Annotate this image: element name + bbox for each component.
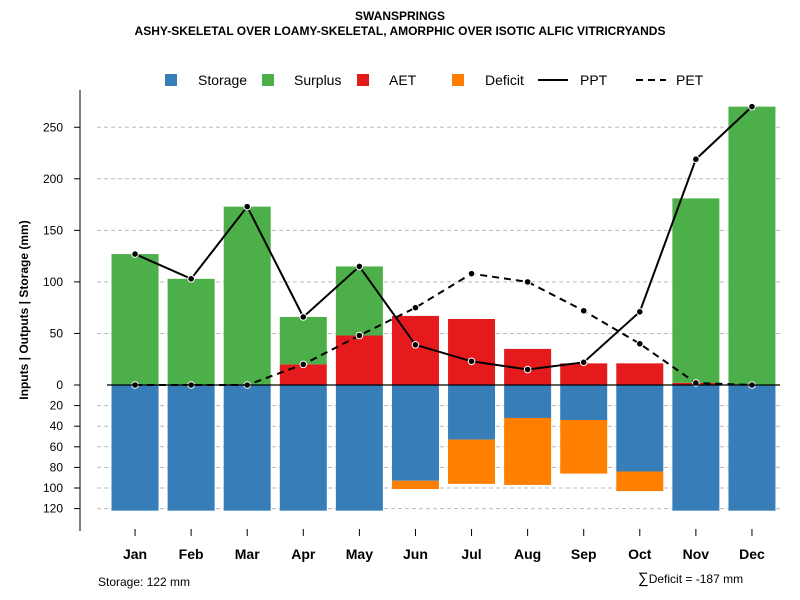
storage-bar: [504, 385, 552, 418]
surplus-bar: [111, 254, 159, 385]
deficit-bar: [616, 471, 664, 492]
ppt-point: [243, 202, 252, 211]
x-tick-label: Sep: [571, 546, 597, 562]
storage-bar: [672, 385, 720, 511]
storage-bar: [335, 385, 383, 511]
storage-bar: [223, 385, 271, 511]
legend: Storage Surplus AET Deficit PPT PET: [165, 72, 704, 88]
pet-point: [635, 339, 644, 348]
pet-point: [467, 269, 476, 278]
y-tick-label: 40: [50, 419, 64, 433]
y-tick-label: 0: [56, 378, 63, 392]
legend-label-deficit: Deficit: [485, 72, 524, 88]
ppt-point: [411, 340, 420, 349]
y-tick-label: 20: [50, 399, 64, 413]
y-tick-label: 200: [43, 172, 63, 186]
legend-label-surplus: Surplus: [294, 72, 341, 88]
y-tick-label: 100: [43, 481, 63, 495]
deficit-note-text: Deficit = -187 mm: [648, 572, 744, 586]
pet-point: [355, 331, 364, 340]
storage-bar: [279, 385, 327, 511]
x-tick-label: Jun: [403, 546, 428, 562]
ppt-point: [131, 250, 139, 258]
legend-swatch-surplus: [262, 74, 274, 86]
ppt-point: [579, 358, 588, 367]
storage-bar: [111, 385, 159, 511]
ppt-line: [134, 105, 753, 371]
bars-layer: [111, 106, 776, 511]
ppt-point: [523, 365, 532, 374]
y-tick-label: 120: [43, 502, 63, 516]
y-tick-label: 250: [43, 120, 63, 134]
pet-point: [579, 306, 588, 315]
ppt-point: [187, 275, 195, 283]
ppt-point: [692, 155, 700, 164]
legend-label-pet: PET: [676, 72, 704, 88]
pet-point: [523, 278, 532, 286]
pet-point: [299, 360, 308, 369]
deficit-bar: [448, 439, 496, 484]
ppt-point: [467, 357, 476, 366]
x-tick-label: Mar: [235, 546, 260, 562]
storage-bar: [616, 385, 664, 472]
legend-label-ppt: PPT: [580, 72, 608, 88]
ppt-point: [355, 262, 364, 271]
aet-bar: [448, 319, 496, 385]
x-tick-label: Jul: [461, 546, 481, 562]
x-tick-label: Aug: [514, 546, 541, 562]
x-tick-label: Nov: [683, 546, 710, 562]
deficit-note: ∑Deficit = -187 mm: [638, 570, 743, 587]
ppt-point: [748, 102, 756, 111]
storage-bar: [167, 385, 215, 511]
storage-bar: [560, 385, 608, 421]
legend-swatch-aet: [357, 74, 369, 86]
legend-label-aet: AET: [389, 72, 417, 88]
surplus-bar: [167, 278, 215, 385]
storage-note: Storage: 122 mm: [98, 575, 191, 589]
storage-bar: [448, 385, 496, 440]
ppt-point: [299, 313, 308, 321]
x-tick-label: May: [346, 546, 373, 562]
y-axis-label: Inputs | Outputs | Storage (mm): [17, 220, 31, 399]
sum-symbol: ∑: [638, 570, 649, 587]
legend-swatch-deficit: [452, 74, 464, 86]
y-tick-label: 150: [43, 223, 63, 237]
x-tick-label: Oct: [628, 546, 652, 562]
aet-bar: [560, 363, 608, 385]
y-tick-label: 100: [43, 275, 63, 289]
storage-bar: [728, 385, 776, 511]
surplus-bar: [672, 198, 720, 383]
aet-bar: [616, 363, 664, 385]
x-tick-label: Jan: [123, 546, 147, 562]
y-tick-label: 50: [50, 326, 64, 340]
ppt-point: [635, 307, 644, 316]
x-tick-label: Feb: [179, 546, 204, 562]
axes-layer: 0 50 100 150 200 250 20 40 60 80 100 120 Inputs | Ou…: [17, 90, 780, 562]
deficit-bar: [504, 417, 552, 485]
chart-title: SWANSPRINGS: [354, 9, 445, 23]
x-tick-label: Dec: [739, 546, 765, 562]
y-tick-label: 60: [50, 440, 64, 454]
deficit-bar: [560, 420, 608, 474]
pet-point: [411, 303, 420, 312]
aet-bar: [391, 315, 439, 385]
surplus-bar: [335, 266, 383, 336]
x-tick-label: Apr: [291, 546, 316, 562]
legend-label-storage: Storage: [198, 72, 247, 88]
surplus-bar: [223, 206, 271, 385]
legend-swatch-storage: [165, 74, 177, 86]
y-tick-label: 80: [50, 460, 64, 474]
deficit-bar: [391, 480, 439, 490]
surplus-bar: [728, 106, 776, 385]
surplus-bar: [279, 316, 327, 365]
chart-subtitle: ASHY-SKELETAL OVER LOAMY-SKELETAL, AMORP…: [134, 24, 666, 38]
storage-bar: [391, 385, 439, 481]
